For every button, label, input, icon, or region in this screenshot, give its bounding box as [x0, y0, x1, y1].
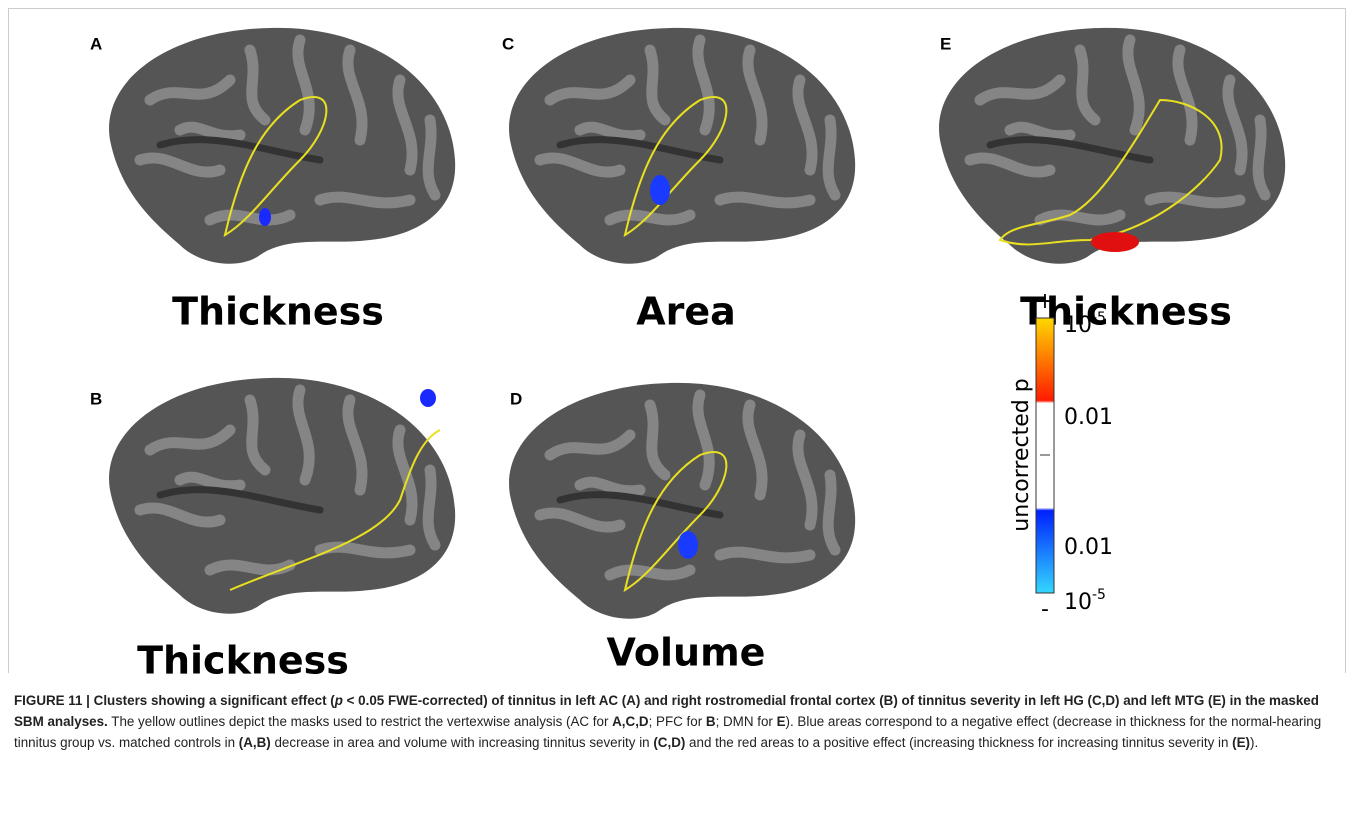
caption-text: (C,D) [653, 735, 685, 750]
caption-text: B [706, 714, 716, 729]
colorbar-tick-label: 10-5 [1064, 587, 1106, 615]
caption-text: E [777, 714, 786, 729]
colorbar-title: uncorrected p [1009, 378, 1034, 531]
cluster [420, 389, 436, 407]
brain-image [109, 28, 455, 264]
caption-text: A,C,D [612, 714, 648, 729]
caption-text: ; DMN for [716, 714, 777, 729]
panel-letter: B [90, 389, 102, 408]
panel-label: Volume [607, 631, 766, 675]
panel-letter: C [502, 34, 514, 53]
caption-text: ). [1250, 735, 1258, 750]
tick-base: 10 [1064, 590, 1092, 615]
panel-label: Thickness [172, 290, 384, 334]
brain-image [939, 28, 1285, 264]
figure: A C E B D Thickness Area Thickness Thick… [0, 0, 1354, 680]
panel-label: Area [636, 290, 736, 334]
tick-exponent: -5 [1092, 310, 1106, 326]
brain-image [509, 28, 855, 264]
colorbar-minus: - [1041, 597, 1049, 622]
brain-image [109, 378, 455, 614]
tick-exponent: -5 [1092, 587, 1106, 603]
caption-text: (A,B) [239, 735, 271, 750]
panel-label: Thickness [137, 639, 349, 681]
caption-text: ; PFC for [649, 714, 706, 729]
panel-letter: A [90, 34, 102, 53]
caption-text: decrease in area and volume with increas… [271, 735, 654, 750]
colorbar-tick-label: 0.01 [1064, 405, 1113, 430]
caption-text: (E) [1232, 735, 1250, 750]
panel-letter: E [940, 34, 951, 53]
panel-letter: D [510, 389, 522, 408]
caption: FIGURE 11 | Clusters showing a significa… [14, 690, 1340, 753]
cluster [259, 208, 271, 226]
caption-text: and the red areas to a positive effect (… [685, 735, 1232, 750]
page: A C E B D Thickness Area Thickness Thick… [0, 0, 1354, 816]
colorbar-tick-label: 0.01 [1064, 535, 1113, 560]
cluster [678, 531, 698, 559]
colorbar-plus: + [1036, 289, 1054, 314]
cluster [650, 175, 670, 205]
colorbar-tick-label: 10-5 [1064, 310, 1106, 338]
caption-text: FIGURE 11 | Clusters showing a significa… [14, 693, 335, 708]
caption-text: p [335, 693, 343, 708]
cluster [1091, 232, 1139, 252]
brain-image [509, 383, 855, 619]
tick-base: 10 [1064, 313, 1092, 338]
caption-text: The yellow outlines depict the masks use… [108, 714, 612, 729]
